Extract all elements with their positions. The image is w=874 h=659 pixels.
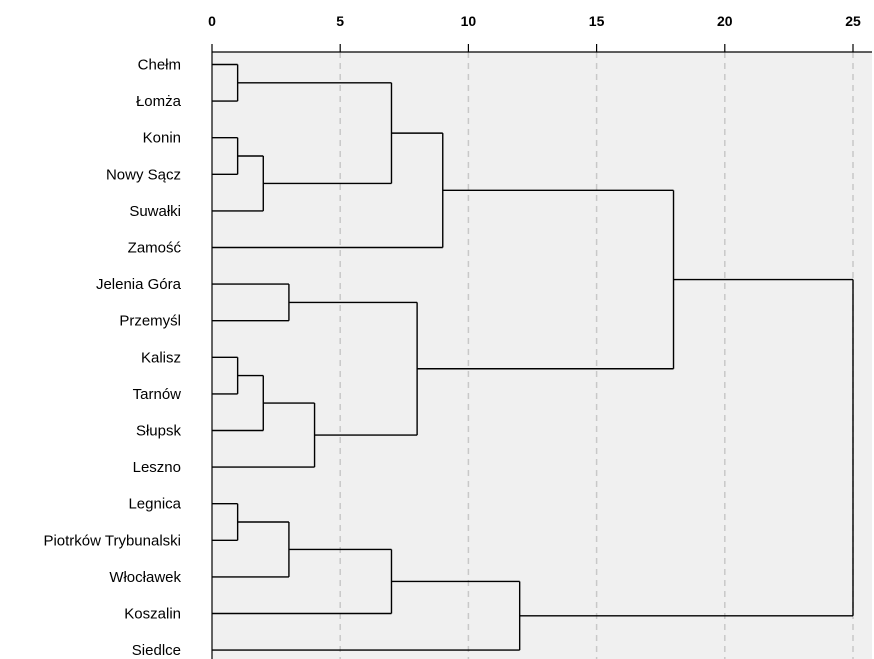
leaf-label: Łomża [136, 93, 182, 110]
leaf-label: Suwałki [129, 203, 181, 220]
x-axis: 0 5 10 15 20 25 [208, 13, 872, 659]
leaf-label: Słupsk [136, 423, 182, 440]
leaf-labels: Chełm Łomża Konin Nowy Sącz Suwałki Zamość Jel… [43, 57, 181, 659]
x-tick-label: 25 [845, 13, 861, 29]
leaf-label: Tarnów [133, 386, 182, 403]
grid-lines [339, 52, 854, 659]
leaf-label: Siedlce [132, 642, 181, 659]
x-tick-label: 15 [589, 13, 605, 29]
x-tick-label: 0 [208, 13, 216, 29]
leaf-label: Konin [143, 130, 181, 147]
leaf-label: Legnica [128, 496, 181, 513]
x-tick-label: 20 [717, 13, 733, 29]
leaf-label: Piotrków Trybunalski [43, 532, 181, 549]
leaf-label: Kalisz [141, 349, 181, 366]
leaf-label: Przemyśl [119, 313, 181, 330]
dendrogram-links [212, 63, 854, 651]
leaf-label: Włocławek [109, 569, 181, 586]
leaf-label: Jelenia Góra [96, 276, 182, 293]
x-tick-label: 10 [461, 13, 477, 29]
leaf-label: Zamość [128, 240, 182, 257]
plot-background [212, 52, 872, 659]
x-tick-label: 5 [336, 13, 344, 29]
leaf-label: Leszno [133, 459, 181, 476]
leaf-label: Koszalin [124, 606, 181, 623]
leaf-label: Nowy Sącz [106, 166, 181, 183]
leaf-label: Chełm [138, 57, 181, 74]
